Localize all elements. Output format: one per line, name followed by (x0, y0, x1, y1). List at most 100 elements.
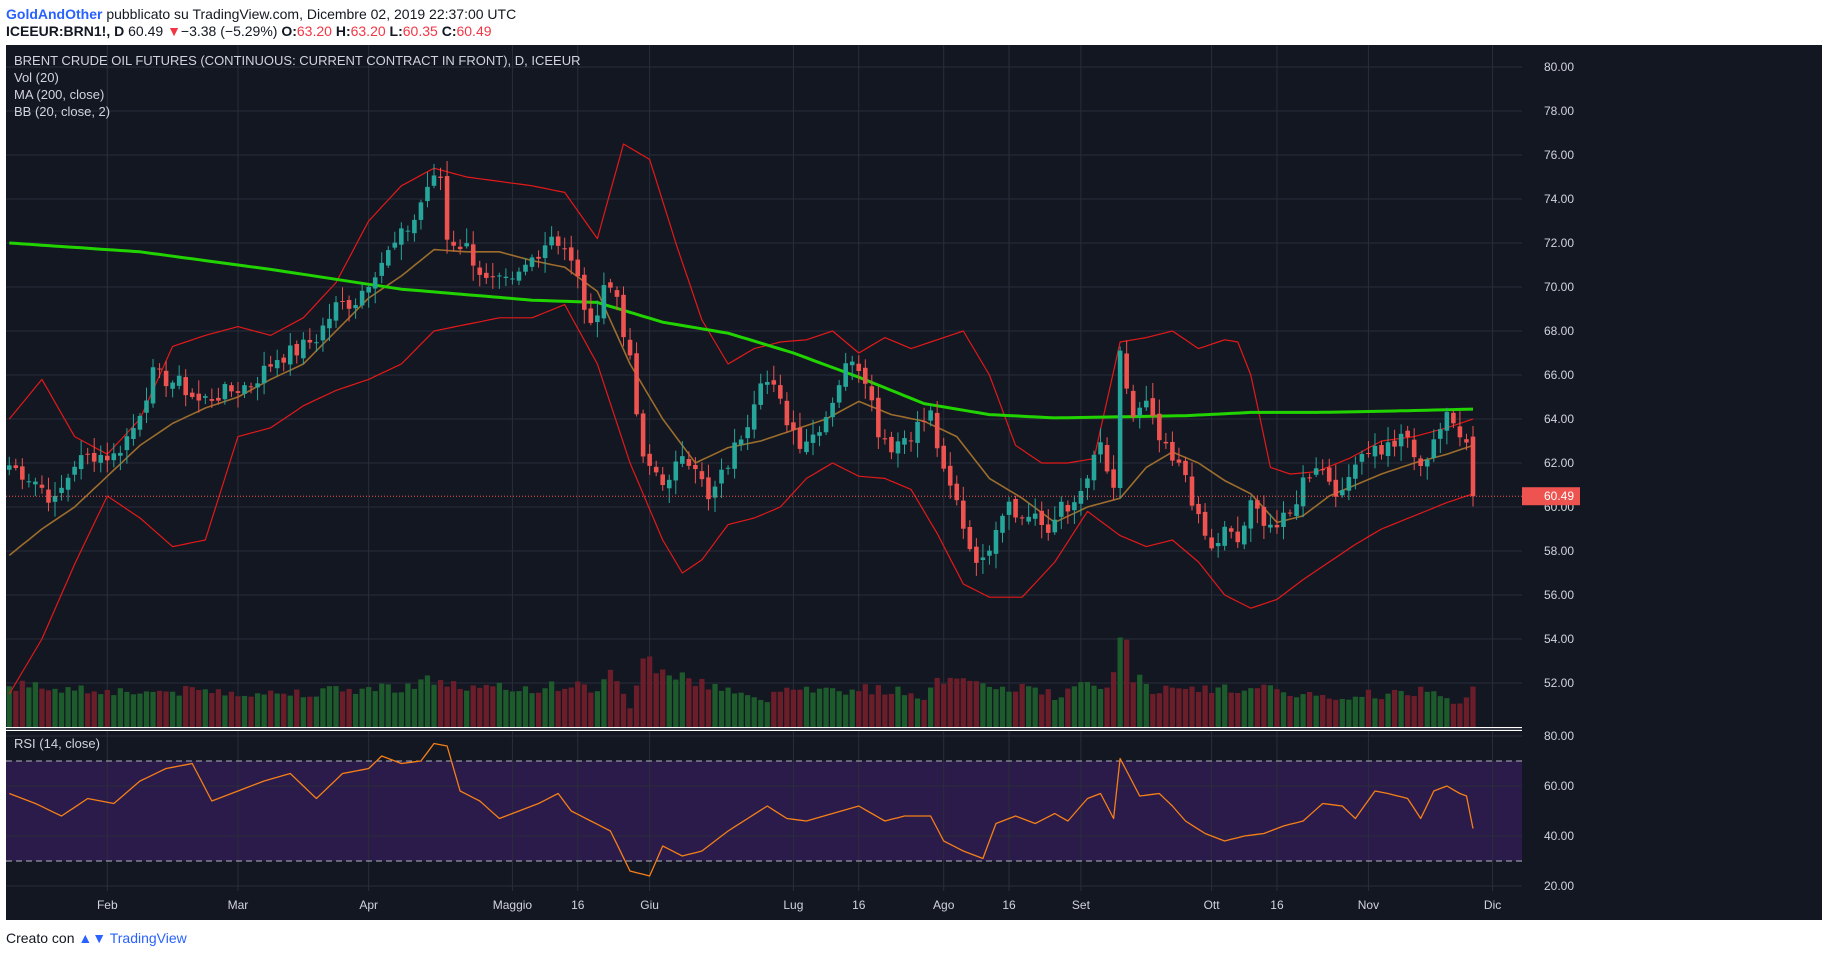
chart-title: BRENT CRUDE OIL FUTURES (CONTINUOUS: CUR… (14, 53, 580, 68)
volume-bar (914, 698, 921, 727)
volume-bar (300, 697, 306, 727)
time-tick-label: Mar (228, 898, 249, 912)
volume-bar (124, 691, 130, 727)
volume-bar (183, 686, 189, 727)
candle-body (640, 413, 646, 457)
candle-body (1379, 445, 1384, 455)
candle-body (438, 176, 443, 178)
tradingview-link[interactable]: TradingView (109, 930, 187, 946)
volume-bar (829, 688, 836, 727)
volume-bar (398, 692, 404, 727)
volume-bar (392, 692, 398, 727)
volume-bar (470, 685, 476, 727)
volume-bar (1431, 691, 1437, 727)
candle-body (1000, 515, 1005, 533)
candle-body (862, 367, 868, 384)
ma-indicator-label[interactable]: MA (200, close) (14, 87, 104, 102)
candle-body (1411, 439, 1417, 458)
volume-bar (614, 681, 620, 727)
volume-bar (980, 683, 986, 727)
ma200-line (9, 241, 1474, 420)
rsi-tick-label: 40.00 (1544, 829, 1574, 843)
candle-body (902, 438, 907, 445)
volume-bar (156, 690, 163, 727)
price-tick-label: 70.00 (1544, 280, 1574, 294)
volume-bar (718, 690, 725, 727)
bb-indicator-label[interactable]: BB (20, close, 2) (14, 104, 110, 119)
volume-bar (1248, 688, 1254, 727)
volume-bar (1012, 691, 1019, 727)
volume-bar (1307, 692, 1313, 727)
candle-body (1346, 477, 1352, 491)
volume-bar (450, 681, 457, 727)
volume-bar (91, 691, 97, 727)
volume-bar (882, 694, 888, 727)
candle-body (542, 245, 548, 259)
author-link[interactable]: GoldAndOther (6, 6, 103, 22)
volume-bar (385, 684, 391, 727)
candle-body (170, 382, 175, 389)
volume-bar (1117, 637, 1123, 727)
candle-body (248, 386, 254, 388)
volume-bar (313, 696, 320, 727)
candle-body (1235, 531, 1241, 543)
candle-body (1130, 390, 1136, 417)
rsi-line (9, 742, 1474, 877)
candle-body (26, 481, 32, 483)
last-price-label-bg (1522, 487, 1580, 506)
volume-bar (248, 696, 254, 727)
candle-body (1163, 441, 1169, 444)
time-tick-label: Dic (1484, 898, 1501, 912)
candle-body (1326, 467, 1332, 482)
time-tick-label: Set (1072, 898, 1091, 912)
candle-body (392, 242, 398, 248)
volume-bar (666, 675, 672, 727)
volume-bar (843, 694, 849, 727)
volume-bar (562, 688, 568, 727)
volume-bar (836, 691, 842, 727)
volume-bar (908, 693, 914, 727)
volume-bar (359, 688, 365, 727)
candle-body (78, 455, 84, 470)
candle-body (477, 267, 483, 275)
candle-body (575, 259, 581, 277)
volume-bar (686, 678, 692, 727)
volume-bar (444, 686, 450, 727)
volume-bar (705, 689, 712, 727)
candle-body (791, 422, 796, 431)
volume-bar (777, 691, 783, 727)
volume-bar (65, 687, 71, 727)
volume-bar (1130, 682, 1136, 727)
price-tick-label: 56.00 (1544, 588, 1574, 602)
candle-body (1039, 510, 1045, 525)
candle-body (568, 247, 574, 261)
created-with: Creato con (6, 930, 75, 946)
volume-bar (601, 679, 607, 727)
candle-body (209, 399, 215, 401)
candle-body (1150, 398, 1156, 417)
rsi-indicator-label[interactable]: RSI (14, close) (14, 736, 100, 751)
volume-bar (1287, 695, 1293, 727)
volume-bar (816, 688, 823, 727)
volume-bar (999, 686, 1006, 727)
volume-bar (993, 689, 999, 727)
volume-bar (58, 692, 65, 727)
high-value: 63.20 (350, 23, 386, 39)
volume-bar (1450, 703, 1457, 727)
price-tick-label: 66.00 (1544, 368, 1574, 382)
candle-body (1196, 503, 1201, 515)
candle-body (451, 241, 456, 246)
candle-body (1157, 413, 1162, 441)
candle-body (797, 427, 803, 449)
vol-indicator-label[interactable]: Vol (20) (14, 70, 59, 85)
candle-body (59, 487, 64, 493)
candle-body (327, 318, 332, 329)
volume-bar (19, 680, 25, 727)
candle-body (1353, 464, 1358, 479)
price-tick-label: 62.00 (1544, 456, 1574, 470)
candle-body (1189, 476, 1195, 506)
volume-bar (235, 696, 241, 727)
candle-body (699, 471, 705, 480)
candle-body (6, 465, 12, 470)
